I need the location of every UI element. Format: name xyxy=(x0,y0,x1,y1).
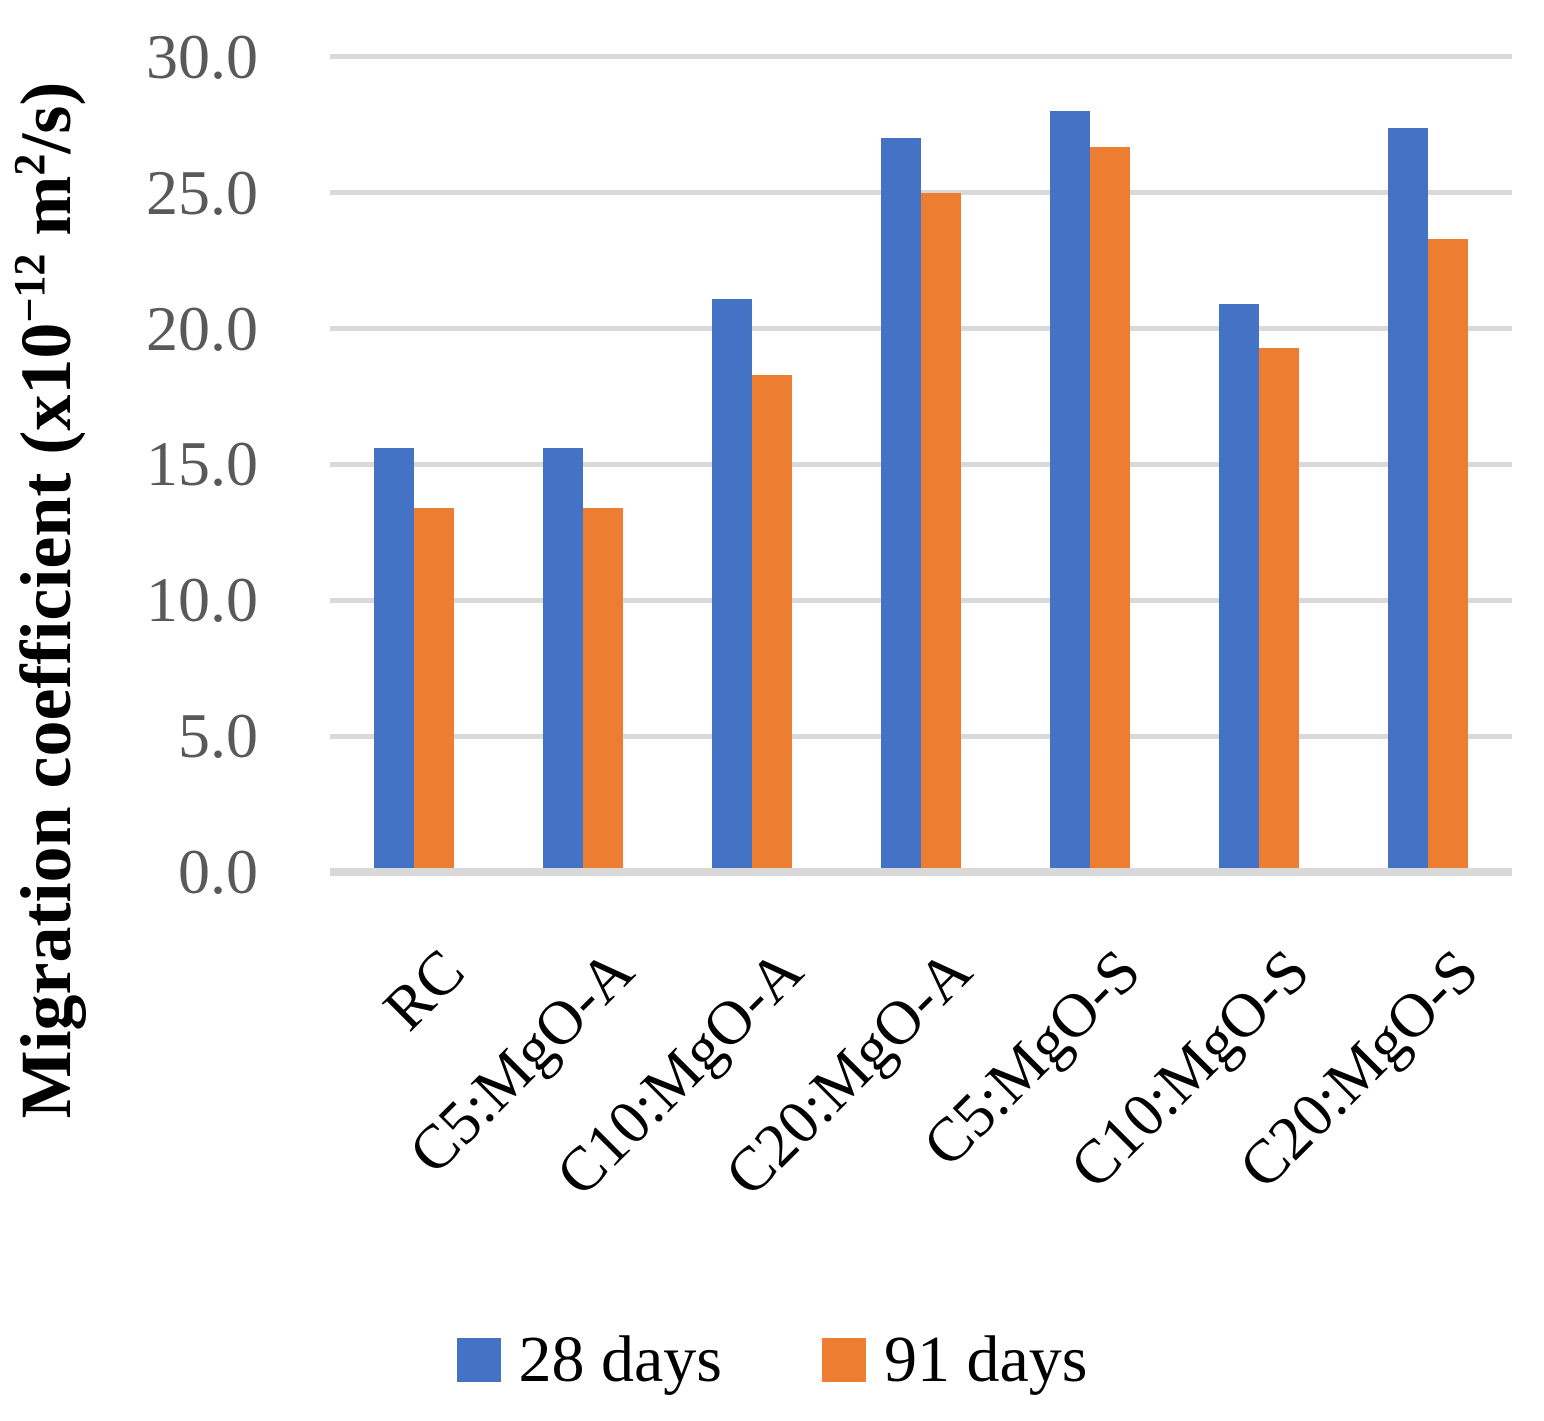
legend-item-91-days: 91 days xyxy=(822,1322,1087,1398)
y-tick-label: 20.0 xyxy=(146,293,258,364)
bar-28-days-c5:mgo-s xyxy=(1050,111,1090,872)
bar-91-days-c5:mgo-s xyxy=(1090,147,1130,872)
legend-label-28-days: 28 days xyxy=(518,1323,722,1396)
bar-91-days-c20:mgo-s xyxy=(1428,239,1468,872)
bar-91-days-c10:mgo-s xyxy=(1259,348,1299,872)
bar-91-days-c20:mgo-a xyxy=(921,193,961,872)
bar-28-days-c20:mgo-a xyxy=(881,138,921,872)
legend-item-28-days: 28 days xyxy=(456,1322,722,1398)
bar-28-days-c10:mgo-s xyxy=(1219,304,1259,872)
legend-label-91-days: 91 days xyxy=(884,1323,1088,1396)
y-tick-label: 30.0 xyxy=(146,21,258,92)
legend: 28 days 91 days xyxy=(0,1322,1544,1398)
y-tick-label: 5.0 xyxy=(178,700,258,771)
y-axis-title-text: /s) xyxy=(6,81,86,154)
y-tick-label: 15.0 xyxy=(146,428,258,499)
legend-swatch-28-days xyxy=(456,1338,501,1382)
bar-28-days-c10:mgo-a xyxy=(712,299,752,872)
bar-28-days-c20:mgo-s xyxy=(1388,128,1428,872)
x-category-label-text: RC xyxy=(371,936,478,1044)
gridline xyxy=(330,190,1512,195)
bar-28-days-c5:mgo-a xyxy=(543,448,583,872)
x-axis-line xyxy=(330,868,1512,876)
gridline xyxy=(330,54,1512,59)
y-tick-label: 0.0 xyxy=(178,836,258,907)
bar-91-days-rc xyxy=(414,508,454,872)
bar-91-days-c5:mgo-a xyxy=(583,508,623,872)
bar-28-days-rc xyxy=(374,448,414,872)
y-tick-label: 25.0 xyxy=(146,157,258,228)
y-tick-label: 10.0 xyxy=(146,564,258,635)
bar-91-days-c10:mgo-a xyxy=(752,375,792,872)
legend-swatch-91-days xyxy=(822,1338,866,1382)
